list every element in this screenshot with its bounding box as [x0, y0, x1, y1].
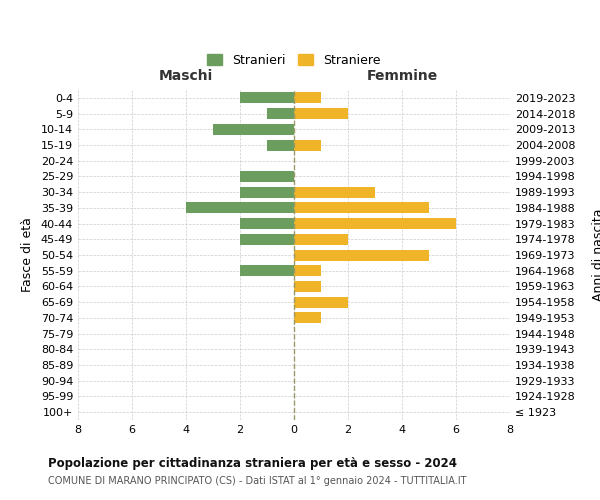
Bar: [294, 312, 321, 324]
Bar: [294, 140, 321, 150]
Bar: [213, 124, 294, 135]
Bar: [186, 202, 294, 213]
Bar: [294, 281, 321, 292]
Bar: [240, 92, 294, 104]
Bar: [240, 265, 294, 276]
Bar: [294, 234, 348, 245]
Bar: [267, 108, 294, 119]
Bar: [240, 186, 294, 198]
Text: Maschi: Maschi: [159, 70, 213, 84]
Bar: [240, 234, 294, 245]
Bar: [294, 202, 429, 213]
Bar: [294, 92, 321, 104]
Bar: [294, 296, 348, 308]
Legend: Stranieri, Straniere: Stranieri, Straniere: [203, 50, 385, 70]
Bar: [267, 140, 294, 150]
Bar: [294, 108, 348, 119]
Y-axis label: Anni di nascita: Anni di nascita: [592, 209, 600, 301]
Bar: [240, 218, 294, 229]
Bar: [294, 265, 321, 276]
Bar: [294, 250, 429, 260]
Y-axis label: Fasce di età: Fasce di età: [21, 218, 34, 292]
Text: COMUNE DI MARANO PRINCIPATO (CS) - Dati ISTAT al 1° gennaio 2024 - TUTTITALIA.IT: COMUNE DI MARANO PRINCIPATO (CS) - Dati …: [48, 476, 467, 486]
Bar: [294, 218, 456, 229]
Bar: [294, 186, 375, 198]
Text: Popolazione per cittadinanza straniera per età e sesso - 2024: Popolazione per cittadinanza straniera p…: [48, 458, 457, 470]
Bar: [240, 171, 294, 182]
Text: Femmine: Femmine: [367, 70, 437, 84]
